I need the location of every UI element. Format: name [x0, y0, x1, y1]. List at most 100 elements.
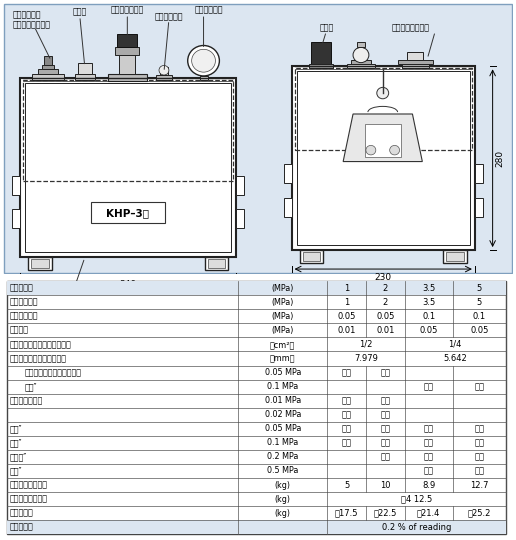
Text: 5: 5 — [344, 481, 349, 490]
Text: ″: ″ — [9, 467, 22, 476]
Text: １個: １個 — [380, 396, 390, 405]
Text: １個: １個 — [474, 424, 484, 433]
Bar — [446, 252, 464, 261]
Text: 0.05: 0.05 — [420, 326, 438, 335]
Text: 3.5: 3.5 — [422, 284, 436, 293]
Bar — [302, 252, 320, 261]
Bar — [160, 68, 168, 75]
Bar — [12, 209, 21, 228]
Text: 0.01: 0.01 — [376, 326, 394, 335]
Bar — [475, 198, 483, 217]
Text: 被測定器取付口: 被測定器取付口 — [111, 5, 144, 15]
Bar — [347, 64, 375, 69]
Text: 5: 5 — [477, 298, 482, 307]
Text: 重　重锤表示量: 重 重锤表示量 — [9, 396, 43, 405]
Text: 230: 230 — [374, 273, 391, 282]
Bar — [42, 65, 54, 69]
Text: 約22.5: 約22.5 — [374, 509, 397, 518]
Text: ２個: ２個 — [380, 438, 390, 447]
Circle shape — [191, 49, 216, 72]
Circle shape — [377, 87, 389, 99]
Text: ピストン・シリンダの断面積: ピストン・シリンダの断面積 — [9, 340, 71, 349]
Text: 0.5 MPa: 0.5 MPa — [267, 467, 298, 476]
Text: 加圧ハンドル: 加圧ハンドル — [155, 12, 183, 21]
Text: 0.1: 0.1 — [473, 312, 486, 321]
Text: ８個: ８個 — [342, 438, 351, 447]
Text: ３個: ３個 — [424, 453, 434, 461]
Text: ２個: ２個 — [424, 438, 434, 447]
Bar — [365, 124, 400, 157]
Text: 水準器: 水準器 — [73, 8, 87, 16]
Bar — [398, 60, 433, 64]
Text: 0.1 MPa: 0.1 MPa — [267, 382, 298, 391]
Bar — [21, 78, 236, 256]
Bar — [12, 176, 21, 195]
Text: (kg): (kg) — [275, 495, 291, 504]
Text: １個: １個 — [474, 453, 484, 461]
Text: 1/2: 1/2 — [359, 340, 373, 349]
Bar — [310, 64, 333, 69]
Text: ９個: ９個 — [474, 467, 484, 476]
Bar — [300, 250, 324, 264]
Text: 水平調整ねじ（4カ所）: 水平調整ねじ（4カ所） — [220, 287, 276, 296]
Bar — [401, 64, 429, 69]
Bar — [107, 74, 147, 80]
Bar — [156, 75, 172, 80]
Text: 0.1: 0.1 — [422, 312, 436, 321]
Text: 0.05: 0.05 — [337, 312, 356, 321]
Text: 1/4: 1/4 — [448, 340, 462, 349]
Text: 精　　　度: 精 度 — [9, 523, 33, 532]
Bar — [284, 164, 292, 184]
Bar — [28, 256, 52, 270]
Text: ２個: ２個 — [380, 424, 390, 433]
Bar — [357, 42, 365, 48]
Bar — [297, 71, 470, 245]
Text: 0.2 % of reading: 0.2 % of reading — [382, 523, 451, 532]
Text: 锤　　″: 锤 ″ — [9, 453, 27, 461]
Text: 0.01: 0.01 — [337, 326, 356, 335]
Text: (kg): (kg) — [275, 481, 291, 490]
Text: 10: 10 — [380, 481, 391, 490]
Bar — [351, 60, 371, 64]
Polygon shape — [343, 114, 422, 161]
Bar — [118, 34, 137, 48]
Bar — [31, 259, 49, 268]
Text: 最大測定圧力: 最大測定圧力 — [9, 298, 38, 307]
Text: ２個: ２個 — [342, 424, 351, 433]
Text: ８個: ８個 — [380, 453, 390, 461]
Text: 3.5: 3.5 — [422, 298, 436, 307]
Text: ″: ″ — [9, 424, 22, 433]
Text: （cm²）: （cm²） — [270, 340, 295, 349]
Text: 12.7: 12.7 — [470, 481, 489, 490]
Text: 量　総質量: 量 総質量 — [9, 509, 33, 518]
Bar — [284, 198, 292, 217]
Text: 約17.5: 約17.5 — [335, 509, 358, 518]
Bar — [236, 209, 244, 228]
Text: １個: １個 — [424, 382, 434, 391]
Bar — [200, 76, 207, 80]
Bar — [207, 259, 225, 268]
Bar — [116, 48, 139, 55]
Bar — [408, 52, 423, 60]
Bar — [295, 69, 472, 150]
Bar — [44, 56, 52, 65]
Text: 0.05 MPa: 0.05 MPa — [265, 368, 301, 377]
Text: ２個: ２個 — [474, 438, 484, 447]
Text: １個: １個 — [380, 368, 390, 377]
Text: ピストン重錘
（最小測定圧力）: ピストン重錘 （最小測定圧力） — [12, 10, 51, 30]
Bar — [91, 202, 165, 224]
Text: ショルダーフック: ショルダーフック — [392, 24, 429, 32]
Bar — [312, 42, 331, 65]
Text: ２個: ２個 — [380, 410, 390, 419]
Text: (MPa): (MPa) — [271, 326, 294, 335]
Text: １個: １個 — [342, 368, 351, 377]
Text: 0.02 MPa: 0.02 MPa — [265, 410, 301, 419]
Text: 量　本体の総質量: 量 本体の総質量 — [9, 495, 47, 504]
Circle shape — [390, 145, 399, 155]
Bar — [236, 176, 244, 195]
Text: ピストン・シリンダ表示量: ピストン・シリンダ表示量 — [24, 368, 82, 377]
Text: ″: ″ — [24, 382, 37, 391]
Bar — [38, 69, 58, 74]
Circle shape — [353, 48, 369, 63]
Bar — [443, 250, 467, 264]
